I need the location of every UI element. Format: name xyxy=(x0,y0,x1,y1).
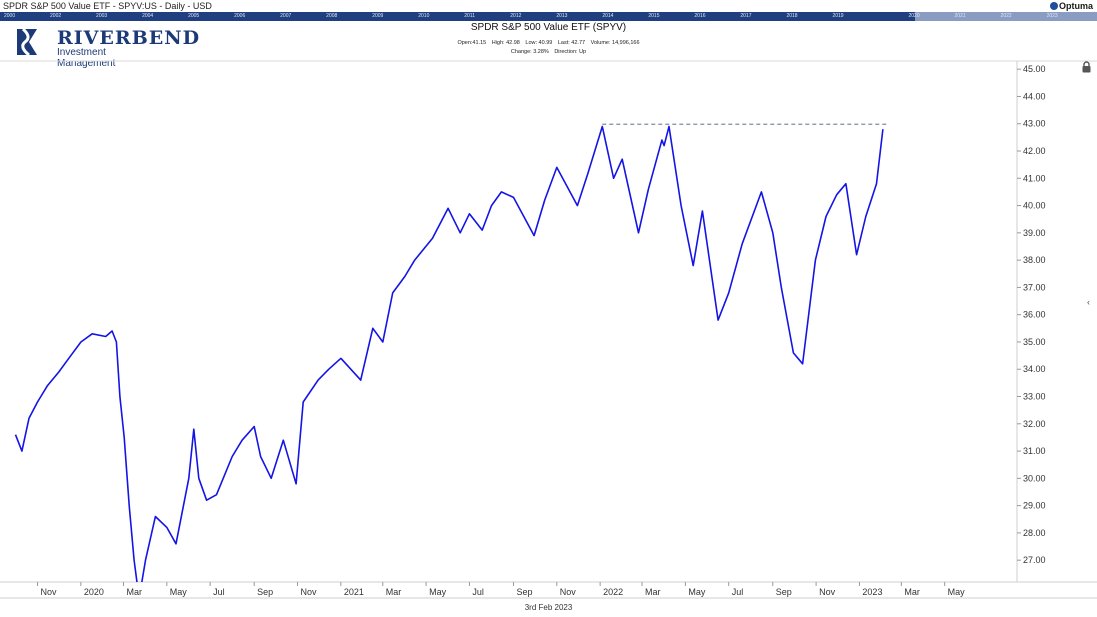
timeline-year-label[interactable]: 2019 xyxy=(832,13,844,19)
x-tick-label: Mar xyxy=(904,587,920,597)
stat-high: High: 42.98 xyxy=(491,40,520,46)
y-tick-label: 37.00 xyxy=(1023,282,1046,292)
riverbend-mark-icon xyxy=(17,27,37,57)
timeline-year-label[interactable]: 2004 xyxy=(142,13,154,19)
timeline-year-label[interactable]: 2015 xyxy=(648,13,660,19)
x-tick-label: Nov xyxy=(301,587,318,597)
riverbend-logo: RIVERBEND Investment Management xyxy=(15,27,199,69)
x-tick-label: Sep xyxy=(516,587,532,597)
x-tick-label: Nov xyxy=(819,587,836,597)
x-tick-label: May xyxy=(688,587,706,597)
optuma-brand: Optuma xyxy=(1049,0,1093,12)
x-tick-label: 2022 xyxy=(603,587,623,597)
x-tick-label: Mar xyxy=(645,587,661,597)
stat-open: Open:41.15 xyxy=(457,40,487,46)
y-tick-label: 45.00 xyxy=(1023,64,1046,74)
timeline-year-label[interactable]: 2021 xyxy=(954,13,966,19)
x-tick-label: Nov xyxy=(560,587,577,597)
timeline-year-label[interactable]: 2017 xyxy=(740,13,752,19)
y-tick-label: 30.00 xyxy=(1023,473,1046,483)
timeline-year-label[interactable]: 2009 xyxy=(372,13,384,19)
timeline-visible-range[interactable] xyxy=(915,12,1097,21)
brand-label: Optuma xyxy=(1058,1,1093,11)
logo-name: RIVERBEND xyxy=(57,27,201,49)
logo-subtitle: Investment Management xyxy=(57,47,116,69)
y-tick-label: 39.00 xyxy=(1023,228,1046,238)
stat-last: Last: 42.77 xyxy=(557,40,586,46)
y-tick-label: 32.00 xyxy=(1023,419,1046,429)
x-tick-label: 2021 xyxy=(344,587,364,597)
chart-title: SPDR S&P 500 Value ETF (SPYV) xyxy=(470,22,627,33)
x-tick-label: Mar xyxy=(126,587,142,597)
timeline-year-label[interactable]: 2022 xyxy=(1000,13,1012,19)
timeline-year-label[interactable]: 2013 xyxy=(556,13,568,19)
timeline-year-label[interactable]: 2007 xyxy=(280,13,292,19)
optuma-logo-icon xyxy=(1049,2,1058,10)
x-tick-label: May xyxy=(429,587,447,597)
x-tick-label: Jul xyxy=(213,587,225,597)
x-tick-label: Nov xyxy=(41,587,58,597)
timeline-year-label[interactable]: 2005 xyxy=(188,13,200,19)
x-tick-label: Mar xyxy=(386,587,402,597)
timeline-year-label[interactable]: 2023 xyxy=(1046,13,1058,19)
x-tick-label: Jul xyxy=(732,587,744,597)
y-tick-label: 40.00 xyxy=(1023,201,1046,211)
x-tick-label: Jul xyxy=(472,587,484,597)
y-tick-label: 31.00 xyxy=(1023,446,1046,456)
stat-change: Change: 3.28% xyxy=(510,49,549,55)
y-tick-label: 34.00 xyxy=(1023,364,1046,374)
timeline-year-label[interactable]: 2002 xyxy=(50,13,62,19)
x-tick-label: Sep xyxy=(776,587,792,597)
x-tick-label: May xyxy=(170,587,188,597)
stat-direction: Direction: Up xyxy=(554,49,587,55)
y-tick-label: 33.00 xyxy=(1023,392,1046,402)
y-tick-label: 43.00 xyxy=(1023,119,1046,129)
timeline-year-label[interactable]: 2008 xyxy=(326,13,338,19)
timeline-year-label[interactable]: 2006 xyxy=(234,13,246,19)
timeline-year-label[interactable]: 2020 xyxy=(908,13,920,19)
y-tick-label: 36.00 xyxy=(1023,310,1046,320)
x-tick-label: May xyxy=(948,587,966,597)
y-tick-label: 42.00 xyxy=(1023,146,1046,156)
price-series-line xyxy=(14,125,884,582)
timeline-year-label[interactable]: 2003 xyxy=(96,13,108,19)
y-tick-label: 29.00 xyxy=(1023,501,1046,511)
stat-volume: Volume: 14,996,166 xyxy=(590,40,640,46)
chevron-left-icon[interactable]: ‹ xyxy=(1087,297,1090,307)
timeline-year-label[interactable]: 2000 xyxy=(4,13,16,19)
y-tick-label: 35.00 xyxy=(1023,337,1046,347)
lock-icon[interactable] xyxy=(1081,61,1092,73)
timeline-year-label[interactable]: 2018 xyxy=(786,13,798,19)
y-tick-label: 27.00 xyxy=(1023,555,1046,565)
timeline-year-label[interactable]: 2010 xyxy=(418,13,430,19)
timeline-navigator[interactable]: 2000 2002 2003 2004 2005 2006 2007 2008 2009 2010… xyxy=(0,12,1097,21)
y-tick-label: 28.00 xyxy=(1023,528,1046,538)
x-tick-label: Sep xyxy=(257,587,273,597)
timeline-year-label[interactable]: 2012 xyxy=(510,13,522,19)
timeline-year-label[interactable]: 2016 xyxy=(694,13,706,19)
timeline-year-label[interactable]: 2014 xyxy=(602,13,614,19)
x-tick-label: 2020 xyxy=(84,587,104,597)
y-tick-label: 44.00 xyxy=(1023,91,1046,101)
y-tick-label: 38.00 xyxy=(1023,255,1046,265)
stat-low: Low: 40.99 xyxy=(525,40,553,46)
window-titlebar: SPDR S&P 500 Value ETF - SPYV:US - Daily… xyxy=(0,0,1097,12)
x-tick-label: 2023 xyxy=(862,587,882,597)
cursor-date-label: 3rd Feb 2023 xyxy=(524,603,573,612)
y-tick-label: 41.00 xyxy=(1023,173,1046,183)
window-title: SPDR S&P 500 Value ETF - SPYV:US - Daily… xyxy=(3,1,212,11)
change-stats-row: Change: 3.28% Direction: Up xyxy=(0,49,1097,55)
price-stats-row: Open:41.15 High: 42.98 Low: 40.99 Last: … xyxy=(0,40,1097,46)
timeline-year-label[interactable]: 2011 xyxy=(464,13,476,19)
